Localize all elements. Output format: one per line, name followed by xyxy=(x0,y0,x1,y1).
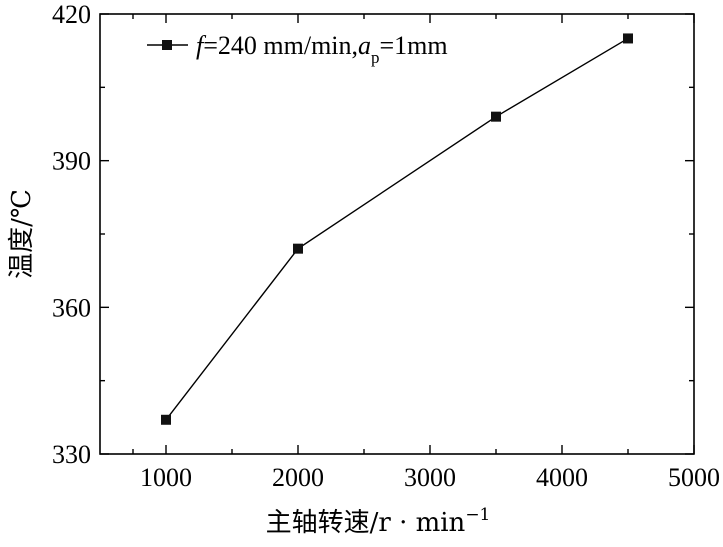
legend: f=240 mm/min,ap=1mm xyxy=(147,31,448,67)
x-axis-title: 主轴转速/r · min−1 xyxy=(266,505,491,538)
legend-a-subscript: p xyxy=(371,48,380,67)
x-tick-label: 3000 xyxy=(404,463,456,492)
ticks-group xyxy=(100,13,695,455)
plot-frame xyxy=(99,13,695,455)
y-axis-title: 温度/℃ xyxy=(7,189,37,279)
legend-a-symbol: a xyxy=(358,31,371,60)
y-tick-label: 360 xyxy=(52,293,91,322)
x-axis-title-sup: −1 xyxy=(465,505,490,525)
series-lines-group xyxy=(165,37,629,421)
series-line xyxy=(165,37,629,421)
x-tick-label: 5000 xyxy=(668,463,720,492)
legend-a-value: =1mm xyxy=(380,31,448,60)
markers-group xyxy=(161,33,633,425)
y-tick-label: 420 xyxy=(52,0,91,29)
data-point-marker xyxy=(161,414,171,425)
svg-text:f=240 mm/min,ap=1mm: f=240 mm/min,ap=1mm xyxy=(196,31,448,67)
x-tick-label: 1000 xyxy=(140,463,192,492)
x-tick-label: 2000 xyxy=(272,463,324,492)
x-tick-label: 4000 xyxy=(536,463,588,492)
legend-marker xyxy=(162,40,172,50)
data-point-marker xyxy=(293,243,303,254)
legend-f-symbol: f xyxy=(196,31,207,60)
y-tick-label: 330 xyxy=(52,440,91,469)
data-point-marker xyxy=(491,111,501,122)
legend-f-value: =240 mm/min, xyxy=(203,31,358,60)
data-point-marker xyxy=(623,33,633,44)
y-tick-label: 390 xyxy=(52,147,91,176)
x-axis-title-main: 主轴转速/r · min xyxy=(266,508,466,538)
tick-labels-group: 1000 2000 3000 4000 5000 330 360 390 420 xyxy=(52,0,720,492)
